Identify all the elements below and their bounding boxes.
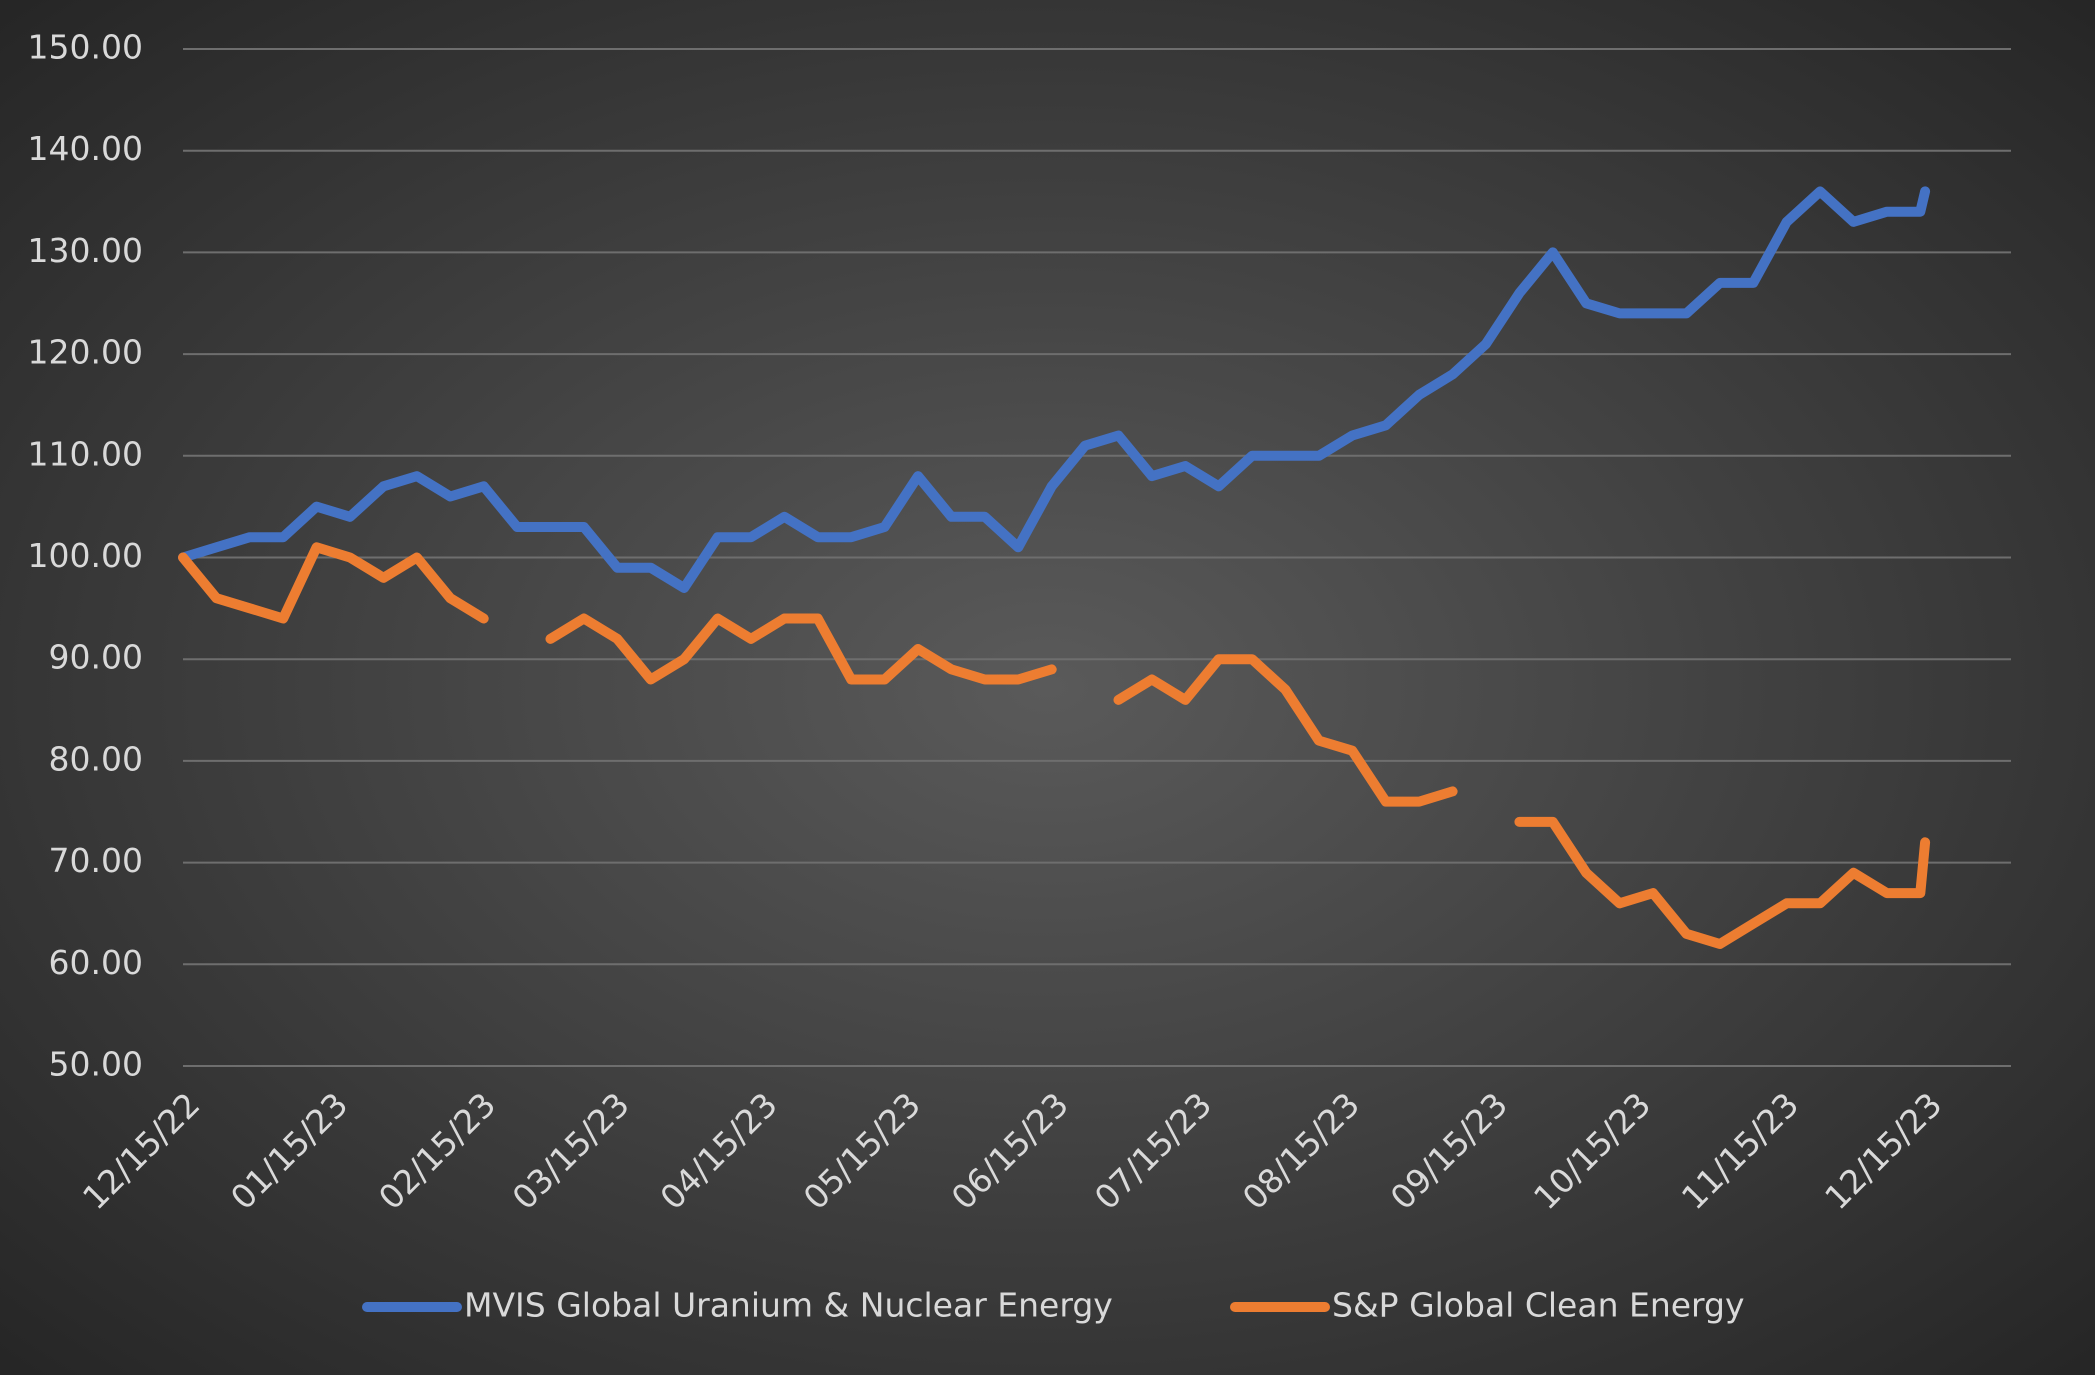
legend-label: S&P Global Clean Energy bbox=[1332, 1286, 1745, 1325]
legend-label: MVIS Global Uranium & Nuclear Energy bbox=[464, 1286, 1113, 1325]
y-tick-label: 130.00 bbox=[28, 231, 143, 270]
y-tick-label: 70.00 bbox=[49, 841, 143, 880]
y-tick-label: 120.00 bbox=[28, 333, 143, 372]
series-line bbox=[178, 542, 1931, 949]
y-tick-label: 80.00 bbox=[49, 739, 143, 778]
y-tick-label: 50.00 bbox=[49, 1045, 143, 1084]
y-tick-label: 140.00 bbox=[28, 129, 143, 168]
y-tick-label: 60.00 bbox=[49, 943, 143, 982]
y-tick-label: 110.00 bbox=[28, 434, 143, 473]
y-tick-label: 100.00 bbox=[28, 536, 143, 575]
series-line bbox=[178, 186, 1931, 593]
y-tick-label: 150.00 bbox=[28, 28, 143, 67]
y-tick-label: 90.00 bbox=[49, 638, 143, 677]
